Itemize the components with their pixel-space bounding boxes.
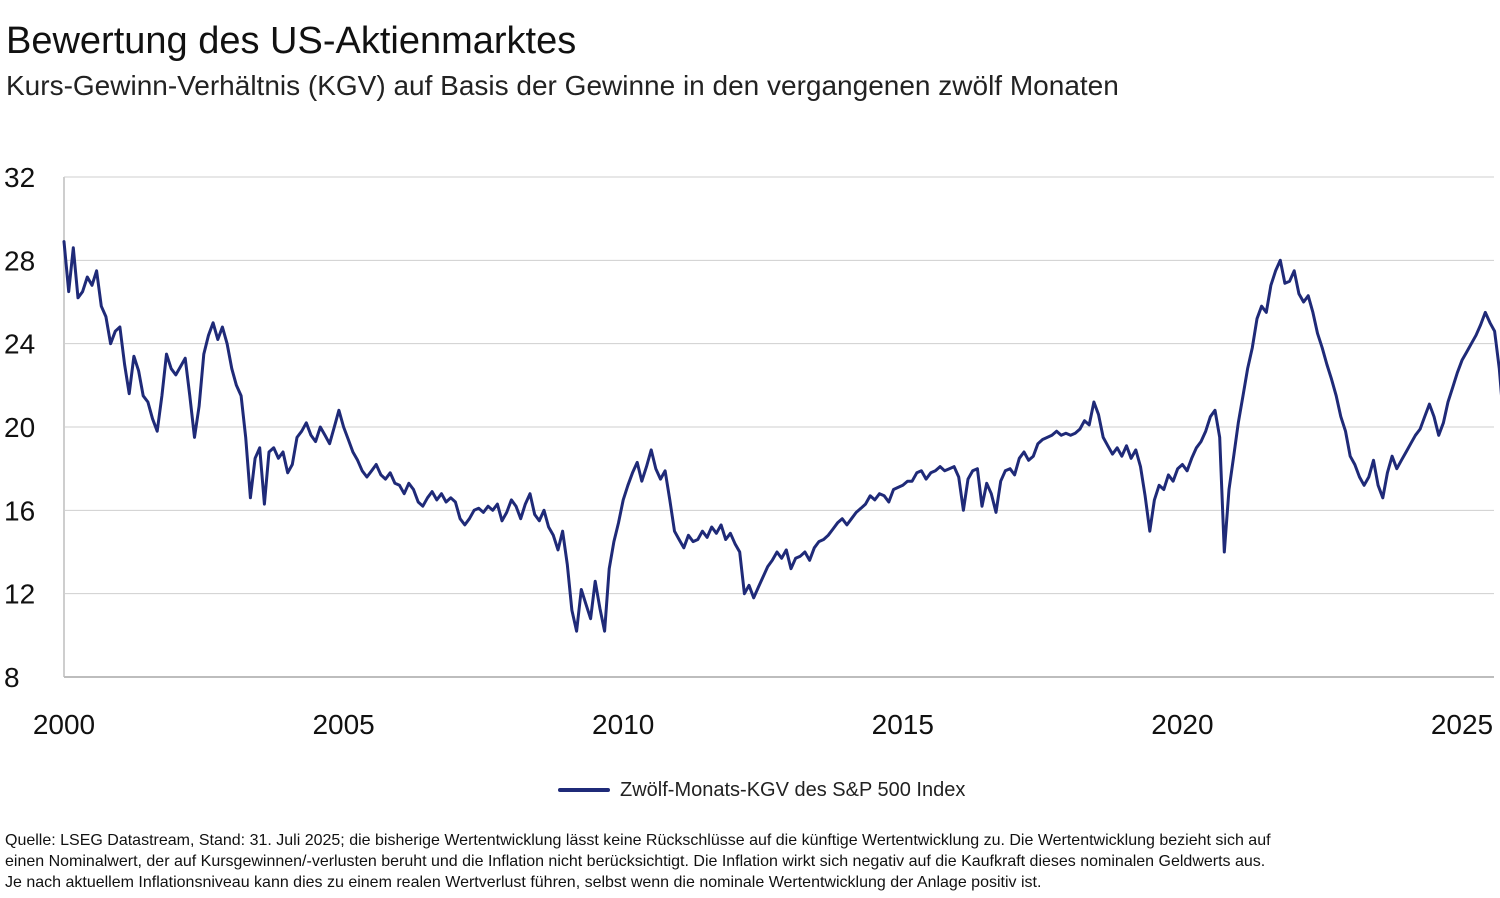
source-line-1: Quelle: LSEG Datastream, Stand: 31. Juli…: [5, 832, 1271, 849]
y-tick-label: 20: [4, 412, 35, 443]
chart-subtitle: Kurs-Gewinn-Verhältnis (KGV) auf Basis d…: [6, 70, 1119, 101]
x-axis: 2000 2005 2010 2015 2020 2025: [33, 709, 1493, 740]
source-line-2: einen Nominalwert, der auf Kursgewinnen/…: [5, 853, 1266, 870]
y-tick-label: 28: [4, 245, 35, 276]
chart-title: Bewertung des US-Aktienmarktes: [6, 20, 577, 62]
legend: Zwölf-Monats-KGV des S&P 500 Index: [558, 776, 965, 804]
legend-label: Zwölf-Monats-KGV des S&P 500 Index: [620, 778, 966, 801]
source-note: Quelle: LSEG Datastream, Stand: 31. Juli…: [5, 830, 1495, 893]
source-line-3: Je nach aktuellem Inflationsniveau kann …: [5, 874, 1042, 891]
y-tick-label: 8: [4, 662, 20, 693]
y-tick-label: 24: [4, 329, 35, 360]
y-axis: 8 12 16 20 24 28 32: [4, 162, 35, 693]
x-tick-label: 2000: [33, 709, 95, 740]
y-tick-label: 12: [4, 579, 35, 610]
x-tick-label: 2015: [872, 709, 934, 740]
x-tick-label: 2010: [592, 709, 654, 740]
x-tick-label: 2020: [1151, 709, 1213, 740]
line-chart: 8 12 16 20 24 28 32 2000 2005 2010 2015 2020 2025: [4, 162, 1500, 740]
series-group: [62, 240, 1500, 633]
x-tick-label: 2025: [1431, 709, 1493, 740]
legend-swatch: [558, 788, 610, 792]
gridlines: [63, 176, 1494, 678]
x-tick-label: 2005: [312, 709, 374, 740]
y-tick-label: 16: [4, 495, 35, 526]
series-line-kgv: [62, 240, 1500, 633]
y-tick-label: 32: [4, 162, 35, 193]
